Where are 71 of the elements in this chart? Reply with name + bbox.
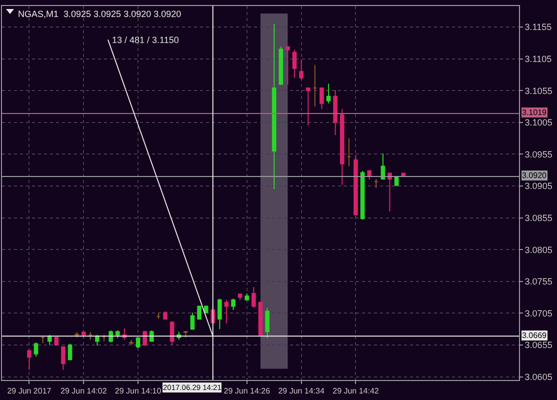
y-tick-label: 3.0705 [524, 308, 552, 318]
annotation: 13 / 481 / 3.1150 [112, 35, 179, 45]
candlestick [380, 153, 386, 180]
candlestick [292, 49, 297, 78]
candlestick [286, 46, 290, 86]
candlestick [34, 342, 38, 357]
candlestick [258, 301, 263, 336]
candlestick [149, 330, 154, 342]
candlestick [299, 58, 304, 80]
candlestick [95, 334, 100, 346]
candlestick [306, 86, 310, 126]
candlestick [265, 308, 270, 339]
candlestick [252, 286, 256, 308]
y-tick-label: 3.1005 [524, 118, 552, 128]
y-tick-label: 3.1055 [524, 86, 552, 96]
ref-line-label: 3.0920 [522, 171, 548, 180]
candlestick [184, 331, 188, 338]
x-tick-label: 29 Jun 14:02 [60, 386, 108, 396]
candlestick [81, 330, 86, 338]
candlestick [388, 172, 392, 212]
y-tick-label: 3.1155 [524, 22, 552, 32]
candlestick [129, 339, 134, 346]
candlestick [115, 330, 120, 339]
y-tick-label: 3.0655 [524, 340, 552, 350]
x-tick-label: 29 Jun 14:10 [114, 386, 162, 396]
x-tick-label: 29 Jun 14:42 [332, 386, 380, 396]
ref-line-label: 3.0669 [522, 331, 548, 340]
candlestick [108, 330, 114, 343]
candlestick [354, 154, 358, 218]
candlestick [278, 46, 284, 86]
candlestick [102, 334, 106, 342]
x-tick-label: 29 Jun 14:34 [278, 386, 325, 396]
y-tick-label: 3.0605 [524, 372, 552, 382]
candlestick [197, 305, 202, 320]
candlestick [231, 298, 236, 311]
chart-title: NGAS,M1 3.0925 3.0925 3.0920 3.0920 [18, 9, 182, 19]
y-tick-label: 3.0955 [524, 149, 552, 160]
y-tick-label: 3.0855 [524, 212, 552, 223]
candlestick [326, 83, 331, 104]
candlestick [40, 336, 45, 344]
candlestick [346, 138, 352, 167]
candlestick [218, 298, 222, 330]
y-tick-label: 3.0805 [524, 244, 552, 255]
candlestick [374, 178, 378, 188]
candlestick [367, 170, 372, 180]
ref-line-label: 3.1019 [522, 108, 548, 117]
candlestick [156, 312, 161, 320]
candlestick [224, 299, 229, 324]
candlestick [244, 293, 250, 300]
candlestick [360, 170, 365, 220]
x-tick-label: 29 Jun 2017 [7, 386, 52, 396]
candlestick [190, 312, 195, 330]
candlestick [74, 332, 79, 338]
candlestick [320, 86, 324, 110]
candlestick [333, 89, 338, 136]
candlestick [163, 310, 168, 320]
candlestick [340, 108, 344, 186]
candlestick [204, 305, 208, 314]
candlestick [238, 293, 242, 300]
y-tick-label: 3.0905 [524, 181, 552, 192]
y-tick-label: 3.1105 [524, 54, 552, 64]
x-tick-label: 29 Jun 14:26 [224, 386, 271, 396]
candlestick [68, 343, 72, 361]
candlestick [88, 332, 93, 340]
candlestick [27, 350, 32, 370]
candlestick [136, 336, 140, 349]
candlestick [61, 346, 66, 370]
candlestick [312, 64, 318, 107]
candlestick [272, 23, 276, 190]
y-tick-label: 3.0755 [524, 276, 552, 287]
candlestick [142, 330, 148, 346]
